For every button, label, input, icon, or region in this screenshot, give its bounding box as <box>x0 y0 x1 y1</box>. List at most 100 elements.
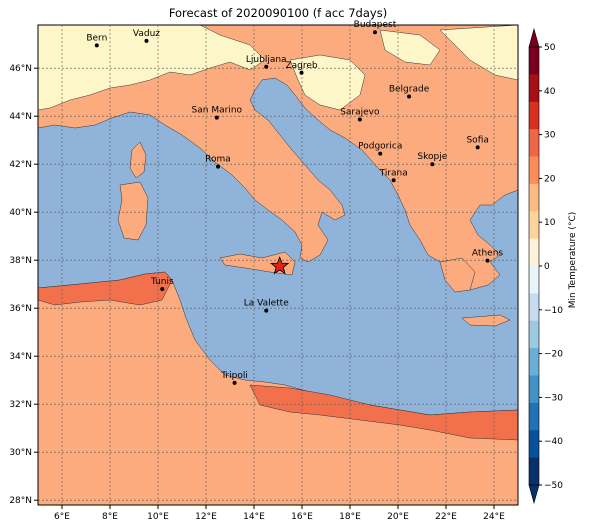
city-dot <box>214 115 219 120</box>
colorbar-segment <box>529 156 539 185</box>
colorbar-tick-label: −50 <box>544 481 563 491</box>
colorbar-tick-label: 40 <box>544 87 556 97</box>
star-marker <box>270 256 290 275</box>
land-sardinia <box>117 181 149 241</box>
city-dot <box>372 30 377 35</box>
colorbar-segment <box>529 211 539 240</box>
colorbar-tick-label: −20 <box>544 350 563 360</box>
colorbar-tick-label: −40 <box>544 437 563 447</box>
colorbar-label: Min Temperature (°C) <box>568 211 578 309</box>
city-label: Tunis <box>150 277 174 287</box>
land-libya-cool <box>249 384 518 441</box>
lon-tick-label: 6°E <box>54 512 70 522</box>
lat-tick-label: 28°N <box>9 496 32 506</box>
city-label: La Valette <box>244 299 289 309</box>
lon-tick-label: 12°E <box>195 512 217 522</box>
city-dot <box>216 164 220 169</box>
colorbar-segment <box>529 266 539 294</box>
lat-tick-label: 44°N <box>9 112 32 122</box>
colorbar-segment <box>529 457 539 486</box>
colorbar-tick-label: 30 <box>544 131 556 141</box>
land-crete <box>461 314 511 327</box>
city-dot <box>430 162 435 167</box>
land-africa-cool <box>38 271 173 306</box>
city-dot <box>357 117 362 122</box>
lat-tick-label: 46°N <box>9 64 32 74</box>
map-title: Forecast of 2020090100 (f acc 7days) <box>168 6 388 20</box>
city-dot <box>378 151 383 156</box>
lon-tick-label: 22°E <box>435 512 457 522</box>
city-dot <box>407 94 412 99</box>
lat-tick-label: 40°N <box>9 208 32 218</box>
city-dot <box>232 380 237 385</box>
city-dot <box>94 43 99 48</box>
colorbar-segment <box>529 430 539 459</box>
lat-tick-label: 38°N <box>9 256 32 266</box>
colorbar: 50 40 30 20 10 0 −10 −20 −30 −40 −50 <box>528 27 563 505</box>
lon-tick-label: 10°E <box>147 512 169 522</box>
colorbar-segment <box>529 183 539 212</box>
city-label: San Marino <box>192 106 243 116</box>
city-label: Athens <box>472 249 503 259</box>
colorbar-segment <box>529 348 539 376</box>
colorbar-extend-top <box>528 27 540 48</box>
colorbar-segment <box>529 293 539 322</box>
lat-tick-label: 34°N <box>9 352 32 362</box>
city-dot <box>264 308 269 313</box>
lat-tick-label: 36°N <box>9 304 32 314</box>
city-label: Podgorica <box>358 142 402 152</box>
lon-tick-label: 16°E <box>291 512 313 522</box>
city-dot <box>160 287 165 291</box>
city-label: Sarajevo <box>340 108 380 118</box>
colorbar-segment <box>529 47 539 75</box>
lon-tick-label: 18°E <box>339 512 361 522</box>
city-label: Skopje <box>417 152 447 162</box>
lon-tick-label: 20°E <box>387 512 409 522</box>
land-peloponnese <box>439 257 476 293</box>
colorbar-tick-label: 50 <box>544 43 556 53</box>
lon-tick-label: 8°E <box>102 512 118 522</box>
colorbar-tick-label: −10 <box>544 306 563 316</box>
colorbar-segment <box>529 375 539 404</box>
city-label: Belgrade <box>389 85 430 95</box>
land-bulgaria-cool <box>439 25 518 81</box>
city-dot <box>144 38 149 43</box>
colorbar-tick-label: 10 <box>544 218 556 228</box>
city-label: Bern <box>86 33 107 43</box>
graticule <box>38 25 518 505</box>
city-dot <box>391 178 396 183</box>
colorbar-segment <box>529 129 539 157</box>
event-marker <box>270 256 290 275</box>
map-frame <box>37 24 519 506</box>
lat-tick-label: 32°N <box>9 400 32 410</box>
lat-tick-label: 42°N <box>9 160 32 170</box>
colorbar-segment <box>529 101 539 130</box>
colorbar-extend-bottom <box>528 484 540 505</box>
colorbar-segment <box>529 238 539 267</box>
city-label: Ljubljana <box>246 55 287 65</box>
colorbar-segment <box>529 320 539 349</box>
city-label: Budapest <box>354 20 397 30</box>
axes: 6°E 8°E 10°E 12°E 14°E 16°E 18°E 20°E 22°E 24°E 28… <box>9 64 505 522</box>
colorbar-tick-label: 20 <box>544 174 556 184</box>
city-label: Tirana <box>379 168 408 178</box>
land-europe <box>38 25 518 291</box>
city-label: Zagreb <box>285 61 317 71</box>
city-dot <box>264 64 269 69</box>
land-hungary-cool <box>379 29 441 66</box>
city-dot <box>299 70 304 75</box>
city-label: Tripoli <box>220 371 248 381</box>
colorbar-tick-label: −30 <box>544 393 563 403</box>
lon-tick-label: 14°E <box>243 512 265 522</box>
city-label: Vaduz <box>133 29 160 39</box>
land-alps-cool <box>38 25 266 111</box>
lat-tick-label: 30°N <box>9 448 32 458</box>
city-dot <box>475 145 480 150</box>
colorbar-segment <box>529 402 539 431</box>
city-label: Sofia <box>466 135 488 145</box>
colorbar-tick-label: 0 <box>544 262 550 272</box>
city-dot <box>485 258 490 263</box>
city-label: Roma <box>205 155 231 165</box>
